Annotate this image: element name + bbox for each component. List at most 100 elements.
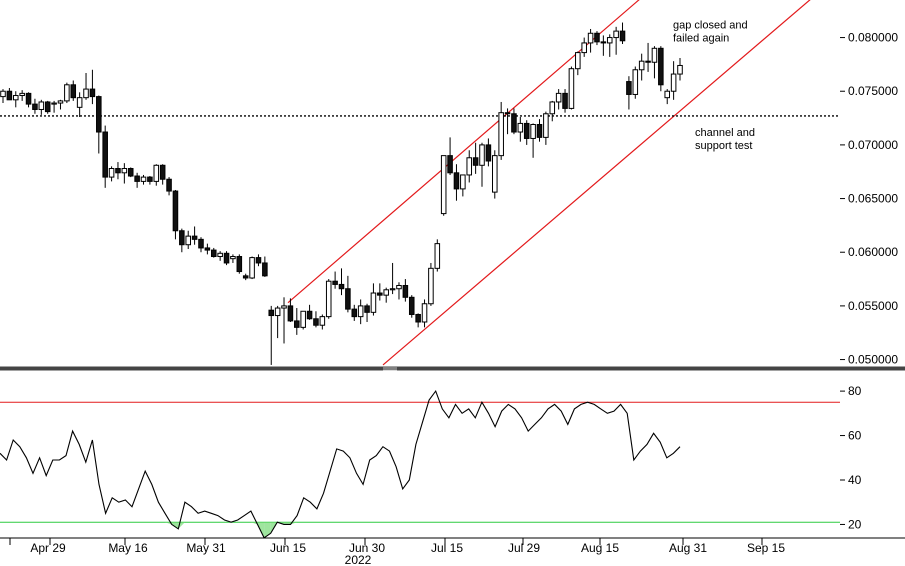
year-label: 2022 [345,553,372,566]
candle-body-up [121,168,128,174]
candle-body-up [389,288,396,291]
candle-body-down [166,178,172,192]
candle-body-up [383,289,389,296]
candle-body-down [562,92,568,109]
candle [421,299,428,328]
candle-body-up [664,90,671,99]
candle-body-down [594,32,600,43]
candle-body-down [159,164,166,180]
indicator-levels [0,401,840,523]
candle-body-down [351,308,358,318]
price-axis: 0.080000 0.075000 0.070000 0.065000 0.060000… [840,31,898,367]
candle-body-down [313,318,319,326]
candle-body-up [587,32,594,44]
candle [377,283,383,301]
annotation-text: channel and [695,127,755,139]
candle [64,82,70,104]
candle-body-down [32,103,38,110]
candle-body-down [332,280,338,285]
candle [179,228,185,253]
candlesticks [0,22,683,365]
candle [530,123,536,158]
price-tick-label: 0.055000 [848,299,898,313]
candle-body-up [670,73,677,92]
candle [357,299,364,325]
candle-body-down [236,256,243,273]
panel-divider-handle-icon[interactable] [383,367,397,371]
candle [345,275,351,313]
candle [108,166,115,182]
candle [147,176,153,185]
candle [613,26,619,55]
candle-body-up [83,88,89,99]
candle-body-up [370,292,377,313]
candle-body-up [498,112,504,157]
candle-body-up [249,257,255,279]
candle-body-up [64,84,70,102]
candle [306,304,313,320]
candle [575,51,581,76]
candle [166,177,172,196]
candle-body-down [453,172,460,190]
panel-divider-bar[interactable] [0,366,905,371]
candle-body-up [428,267,434,305]
price-tick-label: 0.065000 [848,192,898,206]
time-tick-label: Aug 15 [581,541,619,555]
candle-body-up [57,100,64,104]
candle-body-down [626,81,632,95]
candle-body-up [153,164,160,182]
oversold-fill-segment [165,522,172,525]
candle [383,287,389,303]
candle [670,61,677,100]
candle-body-up [479,144,485,166]
candle-body-down [6,90,13,101]
candle-body-down [172,190,179,232]
candle [204,243,211,255]
candle-body-down [262,262,268,277]
candle [555,89,562,110]
candle [428,262,434,306]
candle [44,100,51,114]
time-tick-label: May 16 [108,541,148,555]
candle [83,72,89,100]
price-panel-background [0,0,840,367]
candle-body-up [0,90,6,98]
candle [594,31,600,46]
candle-body-up [51,102,57,105]
candle-body-up [466,157,473,176]
candle [300,310,306,330]
candle-body-up [357,305,364,318]
candle [415,313,421,328]
candle-body-up [281,305,287,309]
indicator-tick-label: 60 [848,429,862,443]
candle [127,167,134,178]
candle [472,142,479,174]
candle [638,53,645,81]
candle [102,125,108,188]
candle-body-up [325,280,332,318]
candle-body-down [645,60,651,63]
price-tick-label: 0.080000 [848,31,898,45]
time-tick-label: Jun 30 [349,541,385,555]
time-tick-label: Aug 31 [669,541,707,555]
candle-body-up [185,235,191,246]
candle [453,164,460,201]
candle-body-up [549,101,556,115]
candle [217,251,223,261]
candle-body-down [115,168,121,174]
candle [460,174,466,197]
candle-body-up [613,30,619,39]
candle-body-down [364,305,370,313]
indicator-tick-label: 40 [848,473,862,487]
candle [479,142,485,187]
price-tick-label: 0.075000 [848,84,898,98]
candle [185,230,191,250]
indicator-panel: 80 60 40 20 [0,384,862,539]
candle-body-down [179,230,185,246]
candle [504,108,511,135]
panel-divider[interactable] [0,366,905,371]
indicator-tick-label: 20 [848,517,862,531]
candle [396,282,402,300]
candle-body-down [25,92,32,105]
